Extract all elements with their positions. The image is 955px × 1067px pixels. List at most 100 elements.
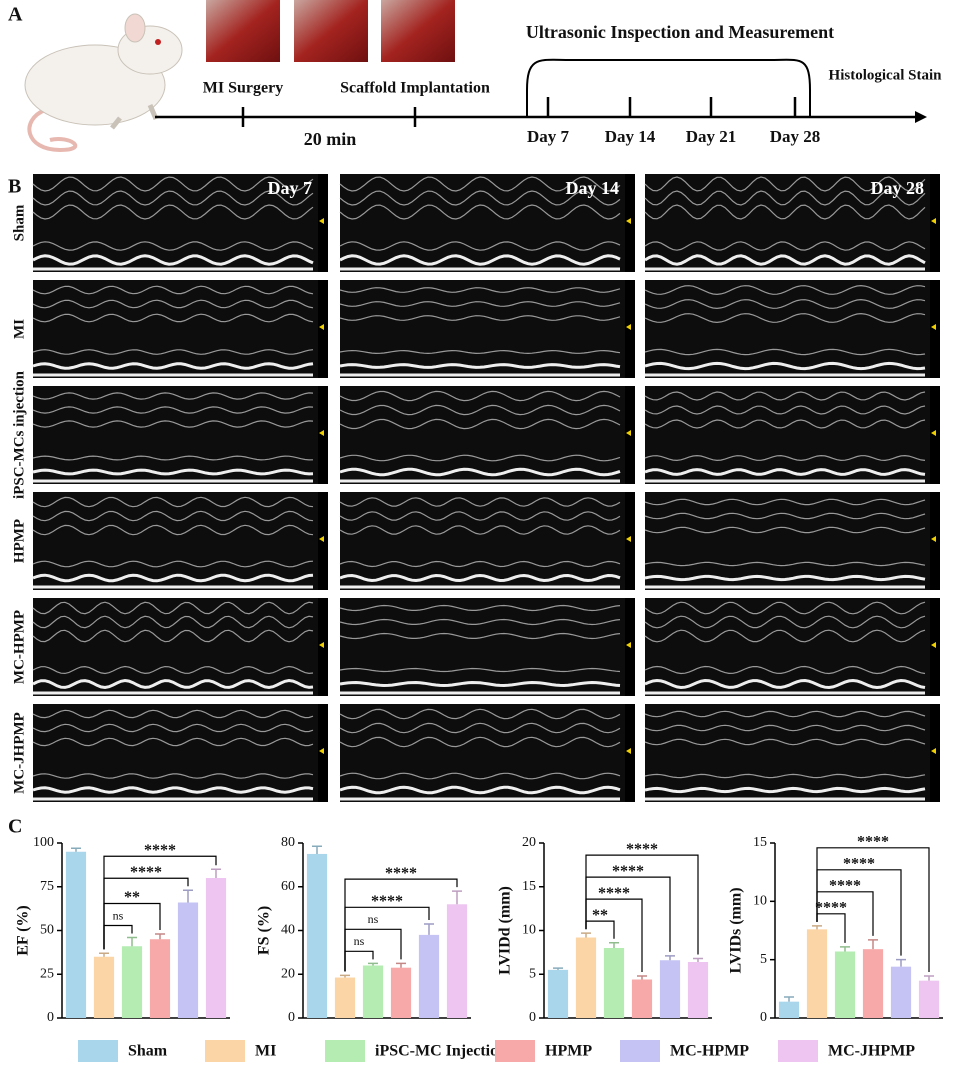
bar — [121, 946, 143, 1018]
error-bar — [312, 845, 322, 854]
echo-trace — [339, 604, 621, 612]
echo-image — [340, 386, 635, 484]
bar — [149, 939, 171, 1018]
echo-marker — [319, 748, 324, 754]
echo-trace — [32, 204, 314, 220]
echo-trace — [339, 176, 621, 192]
significance-label: **** — [612, 863, 644, 880]
y-tick-label: 75 — [40, 879, 54, 894]
echo-image — [33, 280, 328, 378]
bar — [205, 878, 227, 1018]
echo-trace — [339, 525, 621, 535]
echo-trace — [32, 678, 314, 690]
y-tick-label: 10 — [522, 923, 536, 938]
bar — [575, 937, 597, 1018]
y-tick-label: 20 — [522, 835, 536, 850]
row-label: MI — [11, 319, 27, 339]
echo-marker — [319, 536, 324, 542]
bar — [177, 902, 199, 1018]
error-bar — [340, 974, 350, 978]
bar — [93, 956, 115, 1018]
day-label: Day 14 — [566, 178, 620, 198]
echo-trace — [32, 285, 314, 295]
significance-label: **** — [385, 865, 417, 882]
error-bar — [71, 847, 81, 852]
echo-trace — [644, 601, 926, 615]
echo-trace — [32, 176, 314, 192]
error-bar — [665, 955, 675, 961]
echo-trace — [32, 629, 314, 643]
echo-marker — [931, 642, 936, 648]
echo-trace — [32, 665, 314, 675]
echo-trace — [644, 190, 926, 206]
echo-trace — [644, 574, 926, 582]
echo-trace — [32, 392, 314, 400]
bar — [603, 948, 625, 1018]
significance-label: ns — [368, 912, 379, 926]
echo-trace — [644, 738, 926, 746]
y-tick-label: 20 — [281, 966, 295, 981]
echo-trace — [339, 418, 621, 430]
echo-trace — [644, 348, 926, 356]
echo-trace — [644, 391, 926, 401]
echo-marker — [319, 218, 324, 224]
significance-bracket — [585, 854, 699, 955]
error-bar — [368, 962, 378, 966]
echo-trace — [32, 560, 314, 568]
echo-trace — [339, 618, 621, 626]
timeline-tick — [241, 107, 417, 127]
timeline-label: 20 min — [304, 129, 357, 149]
y-tick-label: 50 — [40, 923, 54, 938]
y-tick-label: 80 — [281, 835, 295, 850]
y-tick-label: 40 — [281, 923, 295, 938]
y-tick-label: 100 — [33, 835, 54, 850]
echo-trace — [644, 773, 926, 779]
echo-trace — [339, 390, 621, 402]
significance-label: **** — [598, 885, 630, 902]
error-bar — [211, 868, 221, 878]
echo-marker — [626, 430, 631, 436]
timeline-label: Scaffold Implantation — [340, 80, 490, 97]
legend-swatch — [205, 1040, 245, 1062]
echo-image — [340, 174, 635, 272]
legend-swatch — [495, 1040, 535, 1062]
significance-bracket — [816, 847, 930, 972]
significance-label: **** — [815, 900, 847, 917]
legend-label: MC-HPMP — [670, 1043, 749, 1060]
echo-trace — [644, 526, 926, 534]
echo-trace — [339, 632, 621, 640]
echo-trace — [644, 312, 926, 324]
echo-trace — [32, 362, 314, 370]
echo-trace — [644, 724, 926, 732]
timeline-arrow — [915, 111, 927, 123]
echo-trace — [644, 498, 926, 506]
echo-trace — [644, 468, 926, 476]
echo-trace — [644, 361, 926, 371]
error-bar — [609, 942, 619, 948]
echo-trace — [339, 560, 621, 568]
echo-trace — [32, 773, 314, 779]
y-tick-label: 0 — [529, 1010, 536, 1025]
error-bar — [693, 957, 703, 962]
echo-trace — [339, 722, 621, 734]
echo-marker — [931, 430, 936, 436]
day-label: Day 28 — [871, 178, 925, 198]
echo-marker — [626, 642, 631, 648]
bar — [418, 934, 440, 1018]
panel-label: B — [8, 176, 21, 198]
significance-bracket — [344, 878, 458, 972]
echo-trace — [644, 176, 926, 192]
significance-label: ** — [124, 889, 140, 906]
echo-image — [340, 280, 635, 378]
bar — [659, 960, 681, 1018]
y-tick-label: 0 — [47, 1010, 54, 1025]
legend-label: Sham — [128, 1043, 168, 1060]
echo-trace — [339, 287, 621, 293]
echo-trace — [32, 524, 314, 536]
error-bar — [868, 939, 878, 950]
error-bar — [784, 996, 794, 1002]
error-bar — [424, 923, 434, 935]
echo-image — [33, 386, 328, 484]
surgery-photo — [381, 0, 455, 62]
error-bar — [396, 962, 406, 968]
